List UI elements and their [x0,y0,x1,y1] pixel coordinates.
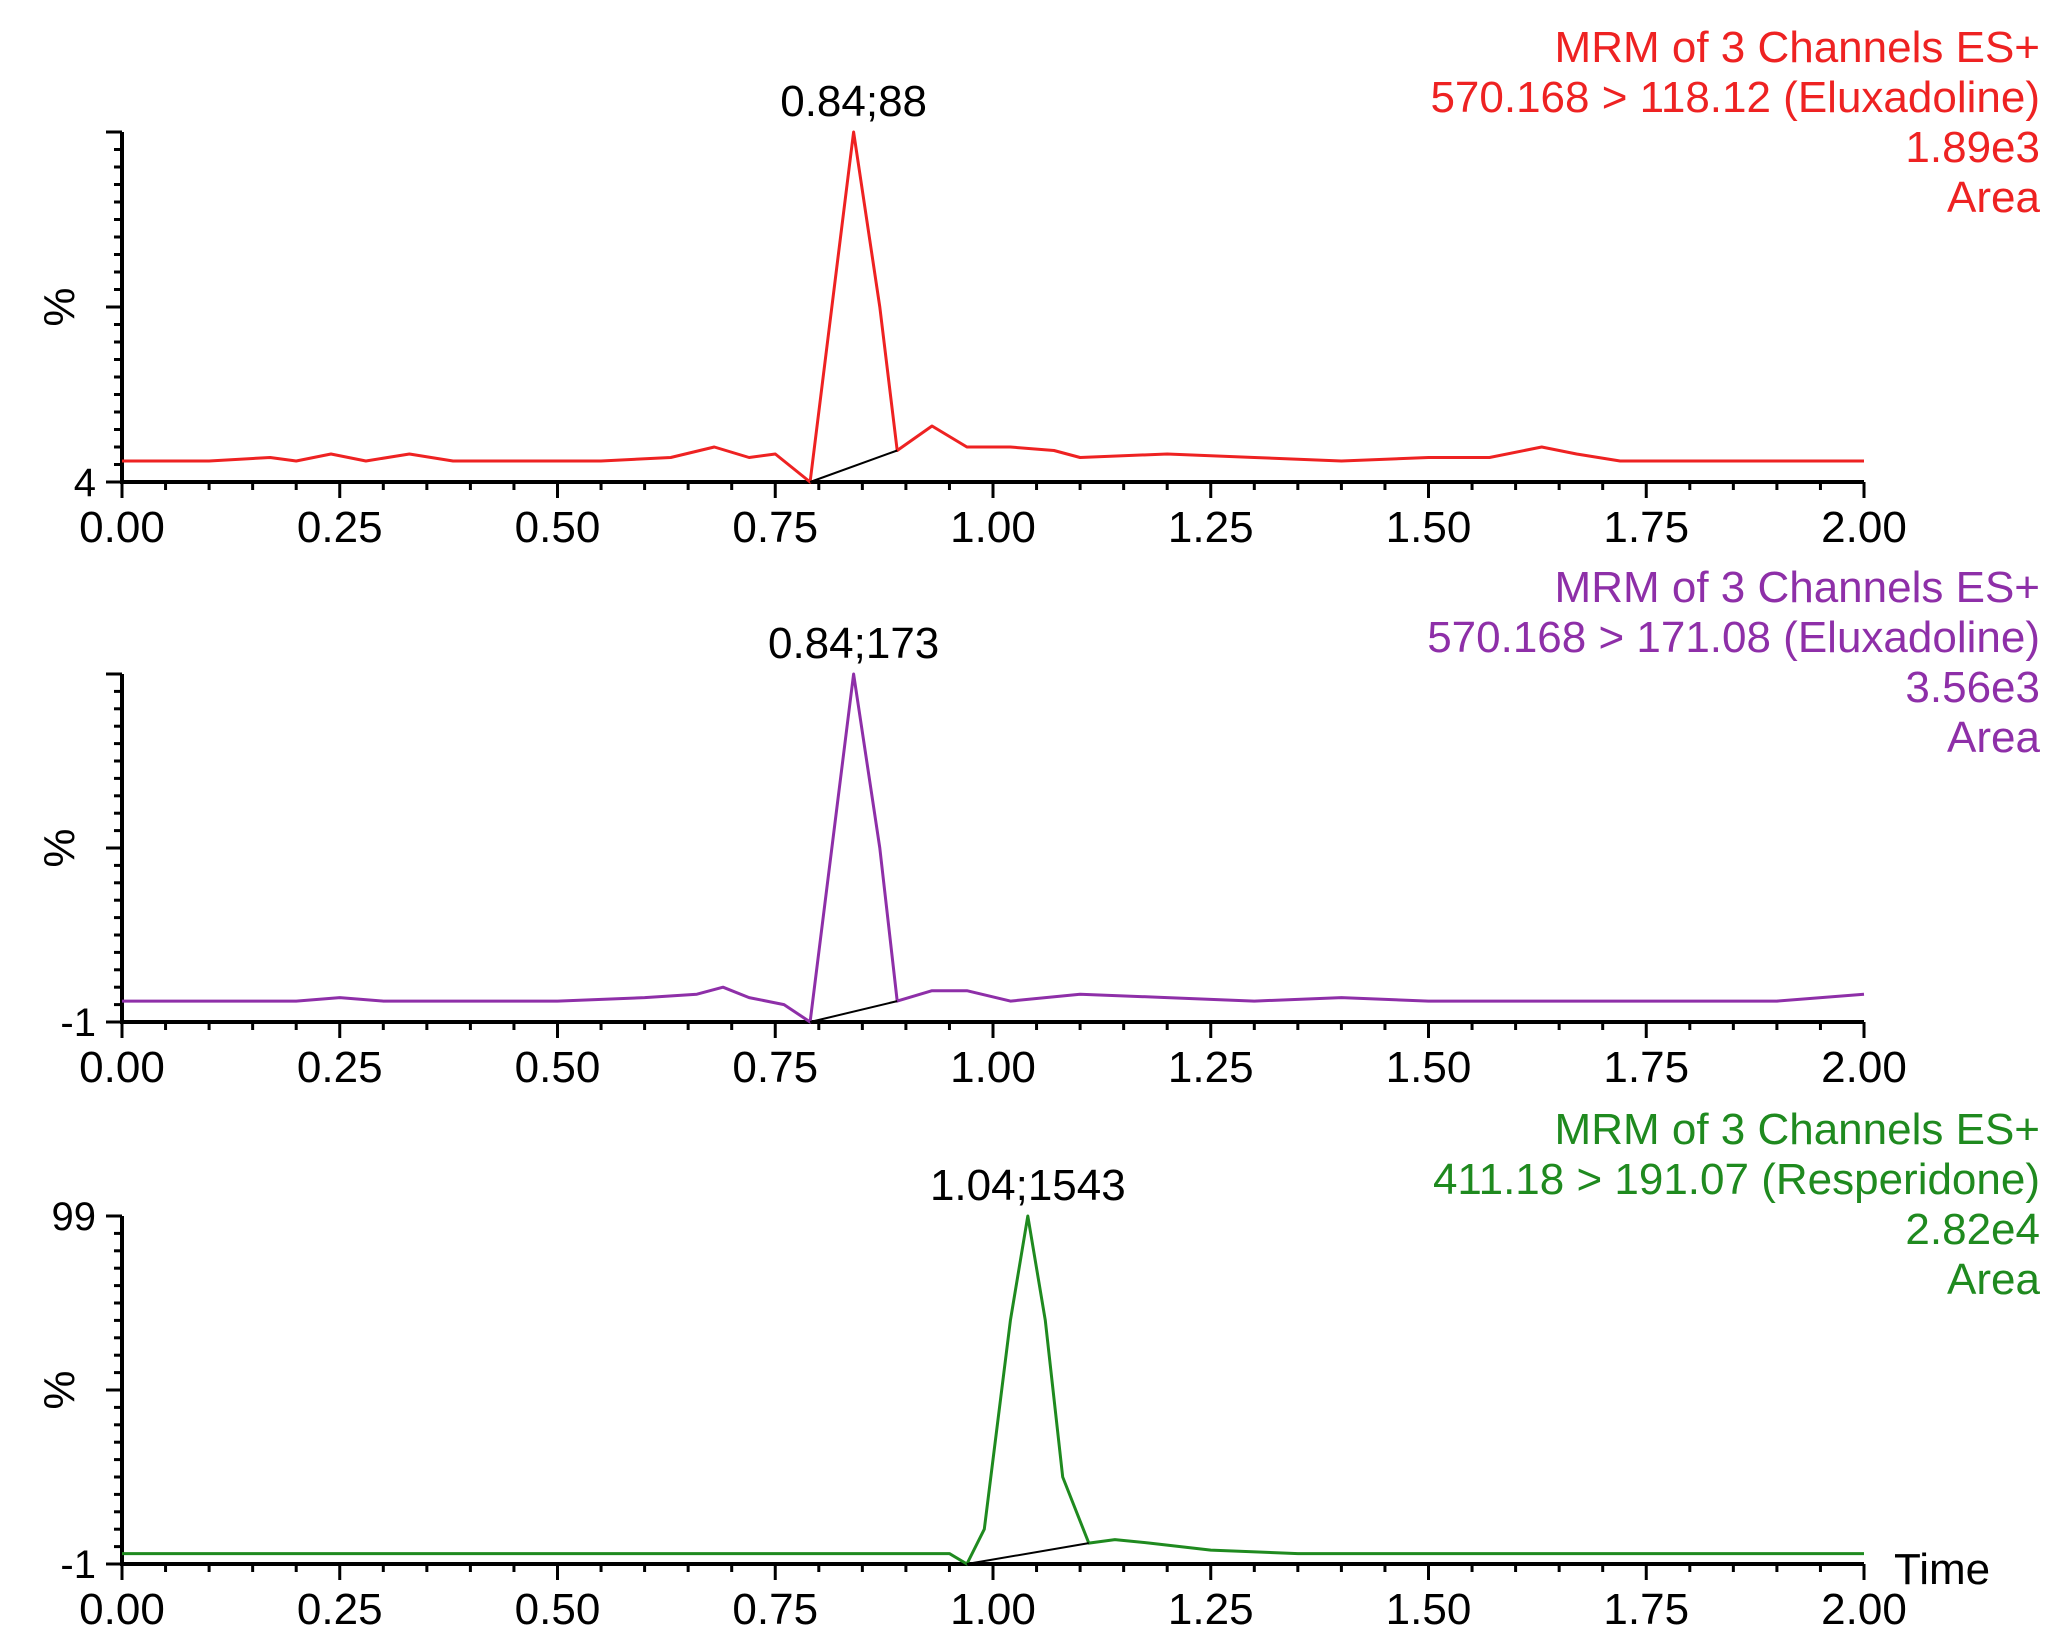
channel-header-line: MRM of 3 Channels ES+ [1555,23,2040,72]
chromatogram-trace [122,1214,1864,1566]
x-tick-label: 0.25 [297,503,383,552]
chromatogram-trace [122,672,1865,1024]
chart-panel-2: 0.00 0.25 0.50 0.75 1.00 1.25 1.50 1.75 2.00% -1 0… [35,563,2041,1092]
x-tick-label: 0.75 [732,1585,818,1634]
y-min-label: 4 [74,461,96,505]
peak-label: 0.84;88 [780,77,927,126]
chart-panel-3: 0.00 0.25 0.50 0.75 1.00 1.25 1.50 1.75 2.00% -1 9… [35,1105,2041,1634]
x-tick-label: 1.75 [1603,1585,1689,1634]
integration-baseline [809,1000,898,1023]
x-tick-label: 1.50 [1386,1585,1472,1634]
y-axis-label: % [35,287,84,326]
y-min-label: -1 [60,1001,96,1045]
y-max-label: 99 [52,1195,97,1239]
channel-header-line: 3.56e3 [1905,663,2040,712]
x-tick-label: 1.00 [950,1585,1036,1634]
x-tick-label: 0.25 [297,1043,383,1092]
x-tick-label: 1.50 [1386,503,1472,552]
x-tick-label: 1.25 [1168,1043,1254,1092]
x-axis-title: Time [1894,1545,1990,1594]
x-tick-label: 2.00 [1821,1043,1907,1092]
x-tick-label: 0.75 [732,1043,818,1092]
peak-label: 0.84;173 [768,619,939,668]
x-tick-label: 0.50 [515,503,601,552]
x-tick-label: 0.75 [732,503,818,552]
channel-header-line: MRM of 3 Channels ES+ [1555,563,2040,612]
integration-baseline [809,449,898,483]
channel-header-line: Area [1947,1255,2040,1304]
x-tick-label: 0.00 [79,1585,165,1634]
x-tick-label: 1.75 [1603,1043,1689,1092]
y-min-label: -1 [60,1543,96,1587]
peak-label: 1.04;1543 [930,1161,1126,1210]
x-tick-label: 0.25 [297,1585,383,1634]
x-tick-label: 1.75 [1603,503,1689,552]
channel-header-line: MRM of 3 Channels ES+ [1555,1105,2040,1154]
x-tick-label: 0.00 [79,503,165,552]
channel-header-line: Area [1947,173,2040,222]
x-tick-label: 1.25 [1168,1585,1254,1634]
x-tick-label: 1.25 [1168,503,1254,552]
channel-header-line: Area [1947,713,2040,762]
x-tick-label: 0.00 [79,1043,165,1092]
chart-panel-1: 0.00 0.25 0.50 0.75 1.00 1.25 1.50 1.75 2.00% 4 0.… [35,23,2041,552]
integration-baseline [966,1542,1089,1565]
channel-header-line: 411.18 > 191.07 (Resperidone) [1433,1155,2040,1204]
x-tick-label: 2.00 [1821,503,1907,552]
y-axis-label: % [35,828,84,867]
x-tick-label: 0.50 [515,1585,601,1634]
x-tick-label: 1.50 [1386,1043,1472,1092]
chromatogram-trace [122,130,1864,484]
x-tick-label: 2.00 [1821,1585,1907,1634]
x-tick-label: 1.00 [950,503,1036,552]
y-axis-label: % [35,1370,84,1409]
x-tick-label: 0.50 [515,1043,601,1092]
channel-header-line: 2.82e4 [1905,1205,2040,1254]
channel-header-line: 1.89e3 [1905,123,2040,172]
channel-header-line: 570.168 > 171.08 (Eluxadoline) [1427,613,2040,662]
x-tick-label: 1.00 [950,1043,1036,1092]
channel-header-line: 570.168 > 118.12 (Eluxadoline) [1430,73,2040,122]
